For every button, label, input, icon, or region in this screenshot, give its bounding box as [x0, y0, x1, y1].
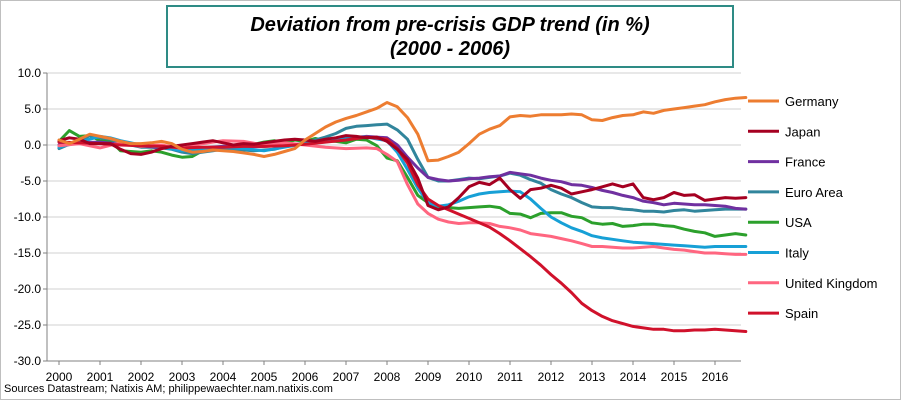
- x-tick-label: 2013: [579, 370, 606, 384]
- series-line-spain: [57, 135, 748, 333]
- y-tick-label: -5.0: [20, 174, 41, 188]
- x-tick-label: 2005: [251, 370, 278, 384]
- y-tick-label: 0.0: [24, 138, 41, 152]
- legend-label-spain: Spain: [785, 306, 818, 321]
- x-tick-label: 2011: [497, 370, 523, 384]
- x-tick-label: 2008: [374, 370, 401, 384]
- x-tick-label: 2015: [661, 370, 688, 384]
- y-tick-label: -25.0: [14, 318, 42, 332]
- legend-label-germany: Germany: [785, 94, 839, 109]
- y-tick-label: -20.0: [14, 282, 42, 296]
- axes: [43, 72, 741, 365]
- chart-title-box: Deviation from pre-crisis GDP trend (in …: [166, 5, 734, 68]
- x-tick-label: 2002: [128, 370, 155, 384]
- legend-label-japan: Japan: [785, 124, 820, 139]
- source-note: Sources Datastream; Natixis AM; philippe…: [4, 383, 333, 395]
- legend-label-italy: Italy: [785, 246, 809, 261]
- x-tick-label: 2010: [456, 370, 483, 384]
- chart-title-line1: Deviation from pre-crisis GDP trend (in …: [250, 14, 650, 36]
- x-tick-label: 2000: [46, 370, 73, 384]
- x-tick-label: 2006: [292, 370, 319, 384]
- x-tick-label: 2012: [538, 370, 565, 384]
- legend-label-united-kingdom: United Kingdom: [785, 276, 878, 291]
- legend-label-usa: USA: [785, 215, 812, 230]
- x-tick-label: 2001: [87, 370, 114, 384]
- series-line-germany: [57, 96, 748, 163]
- y-tick-label: 5.0: [24, 102, 41, 116]
- y-tick-label: -15.0: [14, 246, 42, 260]
- y-tick-label: -30.0: [14, 354, 42, 368]
- series-line-usa: [57, 129, 748, 238]
- x-tick-label: 2016: [702, 370, 729, 384]
- y-axis-ticks: 10.0 5.0 0.0 -5.0 -10.0 -15.0 -20.0 -25.0 -30.0: [14, 66, 42, 368]
- x-tick-label: 2003: [169, 370, 196, 384]
- y-tick-label: 10.0: [18, 66, 42, 80]
- x-tick-label: 2014: [620, 370, 647, 384]
- x-tick-label: 2004: [210, 370, 237, 384]
- legend-label-france: France: [785, 155, 825, 170]
- legend: Germany Japan France Euro Area USA Italy Unite…: [748, 94, 878, 321]
- series-lines: [57, 96, 748, 333]
- gridlines: [47, 72, 741, 362]
- x-tick-label: 2007: [333, 370, 360, 384]
- x-axis-ticks: 2000 2001 2002 2003 2004 2005 2006 2007 2008 2009…: [46, 370, 729, 384]
- legend-label-euro-area: Euro Area: [785, 185, 844, 200]
- chart-title-line2: (2000 - 2006): [389, 38, 511, 60]
- x-tick-label: 2009: [415, 370, 442, 384]
- y-tick-label: -10.0: [14, 210, 42, 224]
